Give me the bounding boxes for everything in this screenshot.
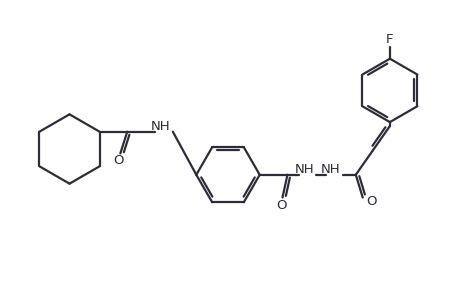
Text: NH: NH	[151, 120, 171, 133]
Text: NH: NH	[321, 163, 341, 176]
Text: F: F	[386, 33, 393, 46]
Text: O: O	[367, 195, 377, 208]
Text: O: O	[276, 199, 287, 212]
Text: NH: NH	[294, 163, 314, 176]
Text: O: O	[113, 154, 123, 167]
